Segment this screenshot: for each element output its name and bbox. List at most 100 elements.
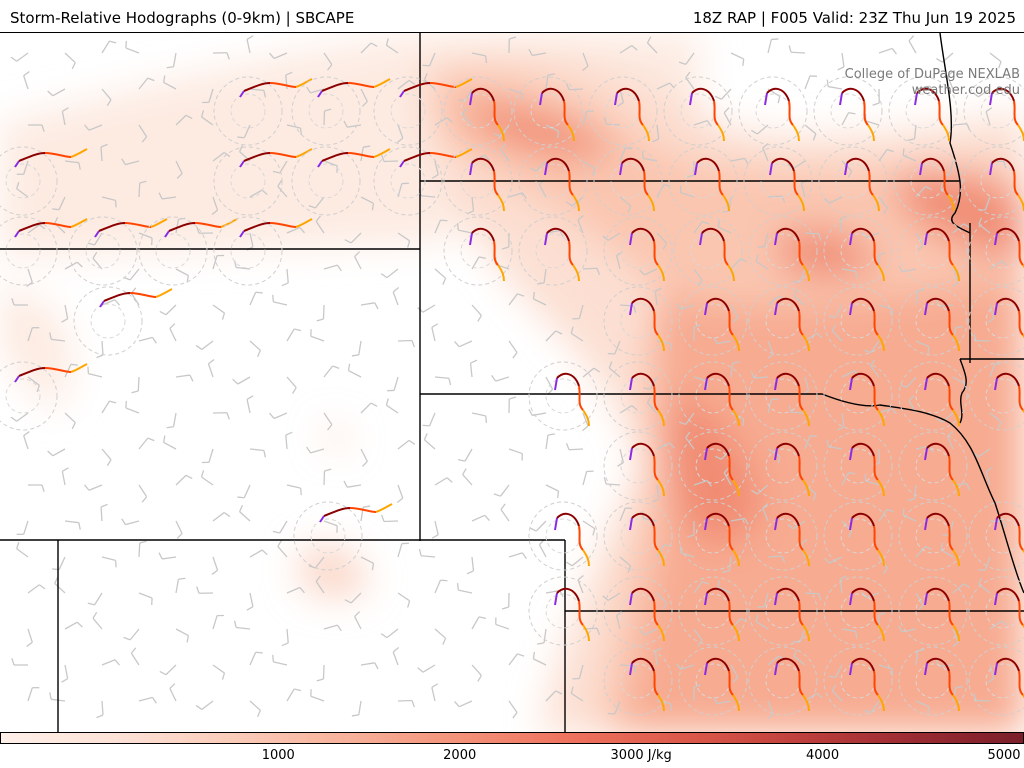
wind-barb xyxy=(714,448,732,460)
wind-barb xyxy=(10,412,29,422)
wind-barb xyxy=(344,232,362,244)
wind-barb xyxy=(130,647,140,666)
wind-barb xyxy=(306,446,325,454)
wind-barb xyxy=(323,412,333,431)
hodograph xyxy=(738,76,808,146)
wind-barb xyxy=(323,108,332,126)
hodograph xyxy=(678,646,748,716)
wind-barb xyxy=(392,647,400,666)
map-canvas xyxy=(0,33,1024,732)
wind-barb xyxy=(64,621,83,630)
wind-barb xyxy=(396,484,404,503)
hodograph xyxy=(968,216,1024,286)
wind-barb xyxy=(767,340,774,359)
wind-barb xyxy=(878,407,897,415)
hodograph xyxy=(678,286,748,356)
hodograph xyxy=(291,146,391,216)
wind-barb xyxy=(500,503,510,522)
wind-barb xyxy=(717,580,732,594)
hodograph xyxy=(0,146,88,216)
wind-barb xyxy=(92,251,103,270)
wind-barb xyxy=(138,437,155,450)
wind-barb xyxy=(985,107,993,126)
wind-barb xyxy=(162,435,177,450)
wind-barb xyxy=(750,484,769,495)
wind-barb xyxy=(360,42,378,54)
wind-barb xyxy=(249,340,261,358)
wind-barb xyxy=(249,651,263,666)
wind-barb xyxy=(656,544,671,558)
wind-barb xyxy=(423,433,436,450)
wind-barb xyxy=(804,232,822,241)
wind-barb xyxy=(952,628,960,647)
hodograph xyxy=(0,361,88,431)
map-panel[interactable]: College of DuPage NEXLAB weather.cod.edu xyxy=(0,32,1024,732)
wind-barb xyxy=(195,700,214,710)
wind-barb xyxy=(169,683,177,702)
wind-barb xyxy=(878,196,888,215)
wind-barb xyxy=(249,291,263,306)
wind-barb xyxy=(878,304,894,317)
wind-barb xyxy=(619,405,638,414)
wind-barb xyxy=(915,592,924,611)
wind-barb xyxy=(471,52,488,63)
wind-barb xyxy=(286,586,305,594)
wind-barb xyxy=(687,521,695,538)
wind-barb xyxy=(652,124,660,143)
wind-barb xyxy=(639,268,658,276)
wind-barb xyxy=(788,45,806,54)
wind-barb xyxy=(101,40,117,54)
wind-barb xyxy=(277,540,288,558)
wind-barb xyxy=(232,376,251,385)
wind-barb xyxy=(572,664,584,680)
wind-barb xyxy=(545,73,555,90)
wind-barb xyxy=(16,541,29,558)
colorbar-tick-labels: 1000 2000 3000 J/kg 4000 5000 xyxy=(0,748,1024,768)
wind-barb xyxy=(397,592,411,608)
wind-barb xyxy=(565,556,584,567)
colorbar-tick-label: 3000 J/kg xyxy=(610,748,672,763)
wind-barb xyxy=(277,180,288,198)
hodograph-layer xyxy=(0,76,1024,716)
wind-barb xyxy=(582,110,594,126)
hodograph xyxy=(213,146,313,216)
wind-barb xyxy=(841,471,856,486)
wind-barb xyxy=(462,468,473,486)
wind-barb xyxy=(907,484,917,502)
wind-barb xyxy=(471,514,490,522)
wind-barb xyxy=(431,683,439,702)
wind-barb xyxy=(841,268,858,279)
hodograph xyxy=(898,286,968,356)
hodograph xyxy=(443,216,513,286)
wind-barb xyxy=(469,359,478,378)
wind-barb xyxy=(608,361,621,378)
wind-barb xyxy=(508,396,517,414)
wind-barb xyxy=(656,82,675,90)
wind-barb xyxy=(755,614,769,630)
wind-barb xyxy=(654,287,662,306)
wind-barb xyxy=(323,160,338,173)
wind-barb xyxy=(422,52,436,67)
hodograph xyxy=(898,576,968,646)
wind-barb xyxy=(767,448,781,464)
hodograph xyxy=(968,286,1024,356)
wind-barb xyxy=(804,332,823,342)
wind-barb xyxy=(508,552,527,560)
sbcape-colorbar xyxy=(0,732,1024,744)
wind-barb xyxy=(899,376,917,388)
wind-barb xyxy=(730,517,749,525)
wind-barb xyxy=(529,520,547,532)
wind-barb xyxy=(946,71,954,90)
wind-barb xyxy=(310,689,325,702)
wind-barb xyxy=(61,304,69,323)
wind-barb xyxy=(11,658,28,666)
wind-barb xyxy=(11,298,28,306)
wind-barb xyxy=(639,628,658,636)
wind-barb xyxy=(212,152,231,162)
header-bar: Storm-Relative Hodographs (0-9km) | SBCA… xyxy=(0,0,1024,32)
wind-barb xyxy=(582,520,596,536)
wind-barb xyxy=(392,287,400,306)
wind-barb xyxy=(685,71,695,90)
hodograph xyxy=(668,146,738,216)
wind-barb xyxy=(397,339,415,348)
